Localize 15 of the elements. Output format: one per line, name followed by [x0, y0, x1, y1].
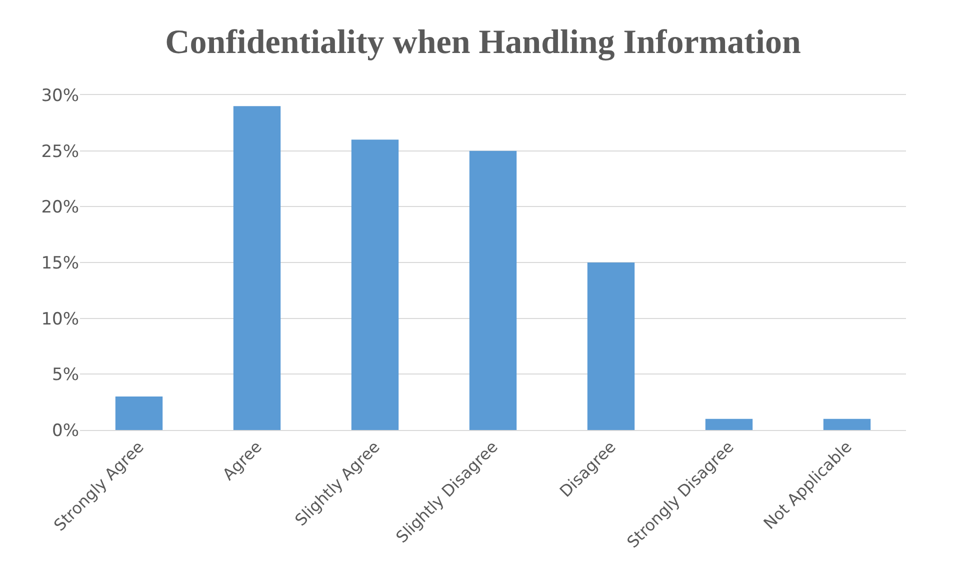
- y-tick-label: 25%: [41, 142, 79, 162]
- chart-title: Confidentiality when Handling Information: [165, 24, 801, 61]
- bar: [587, 262, 635, 430]
- y-tick-label: 15%: [41, 253, 79, 274]
- y-tick-label: 20%: [41, 198, 79, 218]
- bar: [233, 106, 281, 430]
- bar: [115, 396, 163, 430]
- bar: [351, 140, 399, 430]
- y-tick-label: 10%: [41, 309, 79, 330]
- y-tick-label: 0%: [52, 420, 79, 441]
- y-tick-label: 5%: [52, 365, 79, 386]
- y-tick-label: 30%: [41, 86, 79, 106]
- bar: [705, 418, 753, 430]
- bar: [469, 150, 517, 430]
- bar: [823, 418, 871, 430]
